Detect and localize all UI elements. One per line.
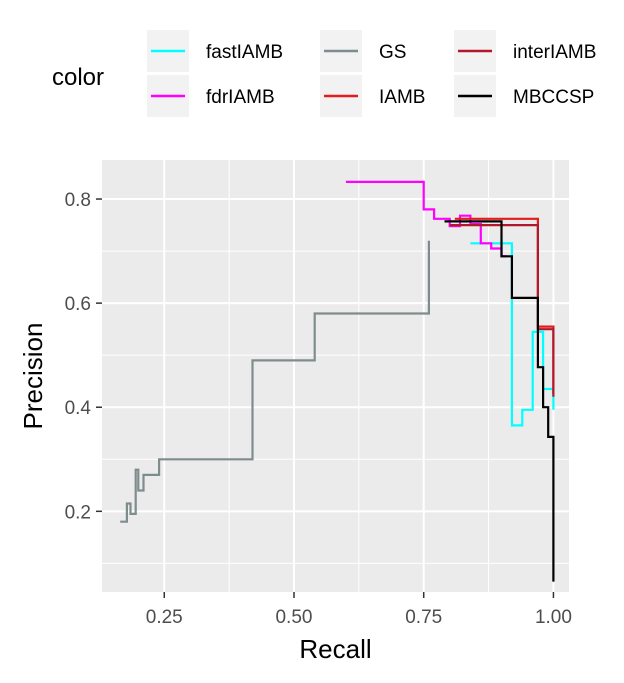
legend-label: MBCCSP — [513, 87, 594, 108]
y-tick-label: 0.8 — [65, 190, 91, 211]
series-line-gs — [120, 240, 430, 523]
x-tick-label: 0.75 — [405, 607, 442, 628]
y-tick-label: 0.6 — [65, 294, 91, 315]
series-layer — [120, 180, 555, 582]
series-line-mbccsp — [444, 220, 555, 582]
legend-label: fastIAMB — [206, 42, 283, 63]
legend-label: IAMB — [379, 87, 425, 108]
legend-title: color — [52, 64, 104, 91]
legend: color fastIAMB fdrIAMB GS IAMB interIAMB MBCC… — [52, 30, 596, 117]
x-tick-label: 0.50 — [275, 607, 312, 628]
x-tick-label: 1.00 — [535, 607, 572, 628]
axes: 0.25 0.50 0.75 1.00 0.2 0.4 0.6 0.8 — [65, 190, 572, 628]
series-line-fdriamb — [345, 180, 507, 258]
plot-panel — [102, 160, 569, 592]
legend-label: GS — [379, 42, 406, 63]
legend-label: fdrIAMB — [206, 87, 275, 108]
legend-label: interIAMB — [513, 42, 596, 63]
series-line-fastiamb — [470, 242, 555, 427]
x-axis-title: Recall — [299, 634, 371, 664]
y-tick-label: 0.2 — [65, 502, 91, 523]
y-tick-label: 0.4 — [65, 398, 92, 419]
y-axis-title: Precision — [18, 323, 48, 430]
x-tick-label: 0.25 — [146, 607, 183, 628]
